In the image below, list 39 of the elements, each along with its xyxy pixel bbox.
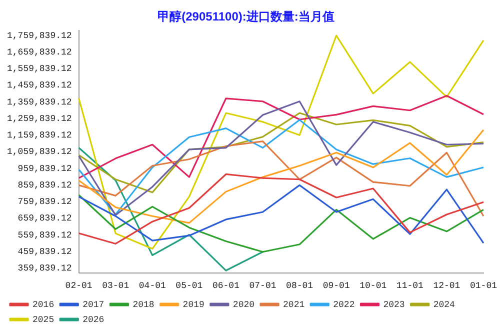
- legend-label: 2022: [333, 300, 355, 310]
- legend-label: 2021: [283, 300, 305, 310]
- x-tick-label: 11-01: [396, 280, 424, 291]
- legend-label: 2026: [82, 314, 104, 325]
- legend-label: 2020: [232, 300, 255, 310]
- x-tick-label: 06-01: [212, 280, 240, 291]
- y-tick-label: 459,839.12: [18, 246, 72, 257]
- y-tick-label: 1,659,839.12: [7, 47, 72, 58]
- legend-label: 2017: [82, 300, 104, 310]
- y-tick-label: 759,839.12: [18, 197, 72, 208]
- x-tick-label: 04-01: [138, 280, 166, 291]
- x-tick-label: 10-01: [360, 280, 387, 291]
- x-tick-label: 12-01: [433, 280, 460, 291]
- y-tick-label: 1,559,839.12: [7, 64, 72, 74]
- y-tick-label: 559,839.12: [18, 230, 72, 240]
- x-tick-label: 01-01: [470, 280, 498, 291]
- y-tick-label: 1,459,839.12: [7, 80, 72, 91]
- legend-label: 2024: [433, 300, 455, 310]
- y-tick-label: 959,839.12: [18, 164, 72, 174]
- chart-title: 甲醇(29051100):进口数量:当月值: [158, 10, 334, 24]
- x-tick-label: 08-01: [286, 280, 314, 291]
- y-tick-label: 1,059,839.12: [7, 147, 72, 158]
- x-tick-label: 02-01: [65, 280, 92, 291]
- y-tick-label: 859,839.12: [18, 180, 72, 190]
- legend-label: 2025: [32, 314, 54, 325]
- y-tick-label: 1,759,839.12: [7, 30, 72, 41]
- y-tick-label: 1,159,839.12: [7, 130, 72, 141]
- legend-label: 2019: [182, 300, 204, 310]
- y-tick-label: 1,259,839.12: [7, 114, 72, 124]
- legend-label: 2016: [32, 300, 54, 310]
- legend-label: 2023: [383, 300, 405, 310]
- x-tick-label: 03-01: [102, 280, 130, 291]
- y-tick-label: 1,359,839.12: [7, 97, 72, 108]
- x-tick-label: 09-01: [322, 280, 350, 291]
- y-tick-label: 359,839.12: [18, 264, 72, 274]
- y-tick-label: 659,839.12: [18, 214, 72, 224]
- x-tick-label: 05-01: [176, 280, 203, 291]
- legend-label: 2018: [132, 300, 154, 310]
- x-tick-label: 07-01: [249, 280, 276, 291]
